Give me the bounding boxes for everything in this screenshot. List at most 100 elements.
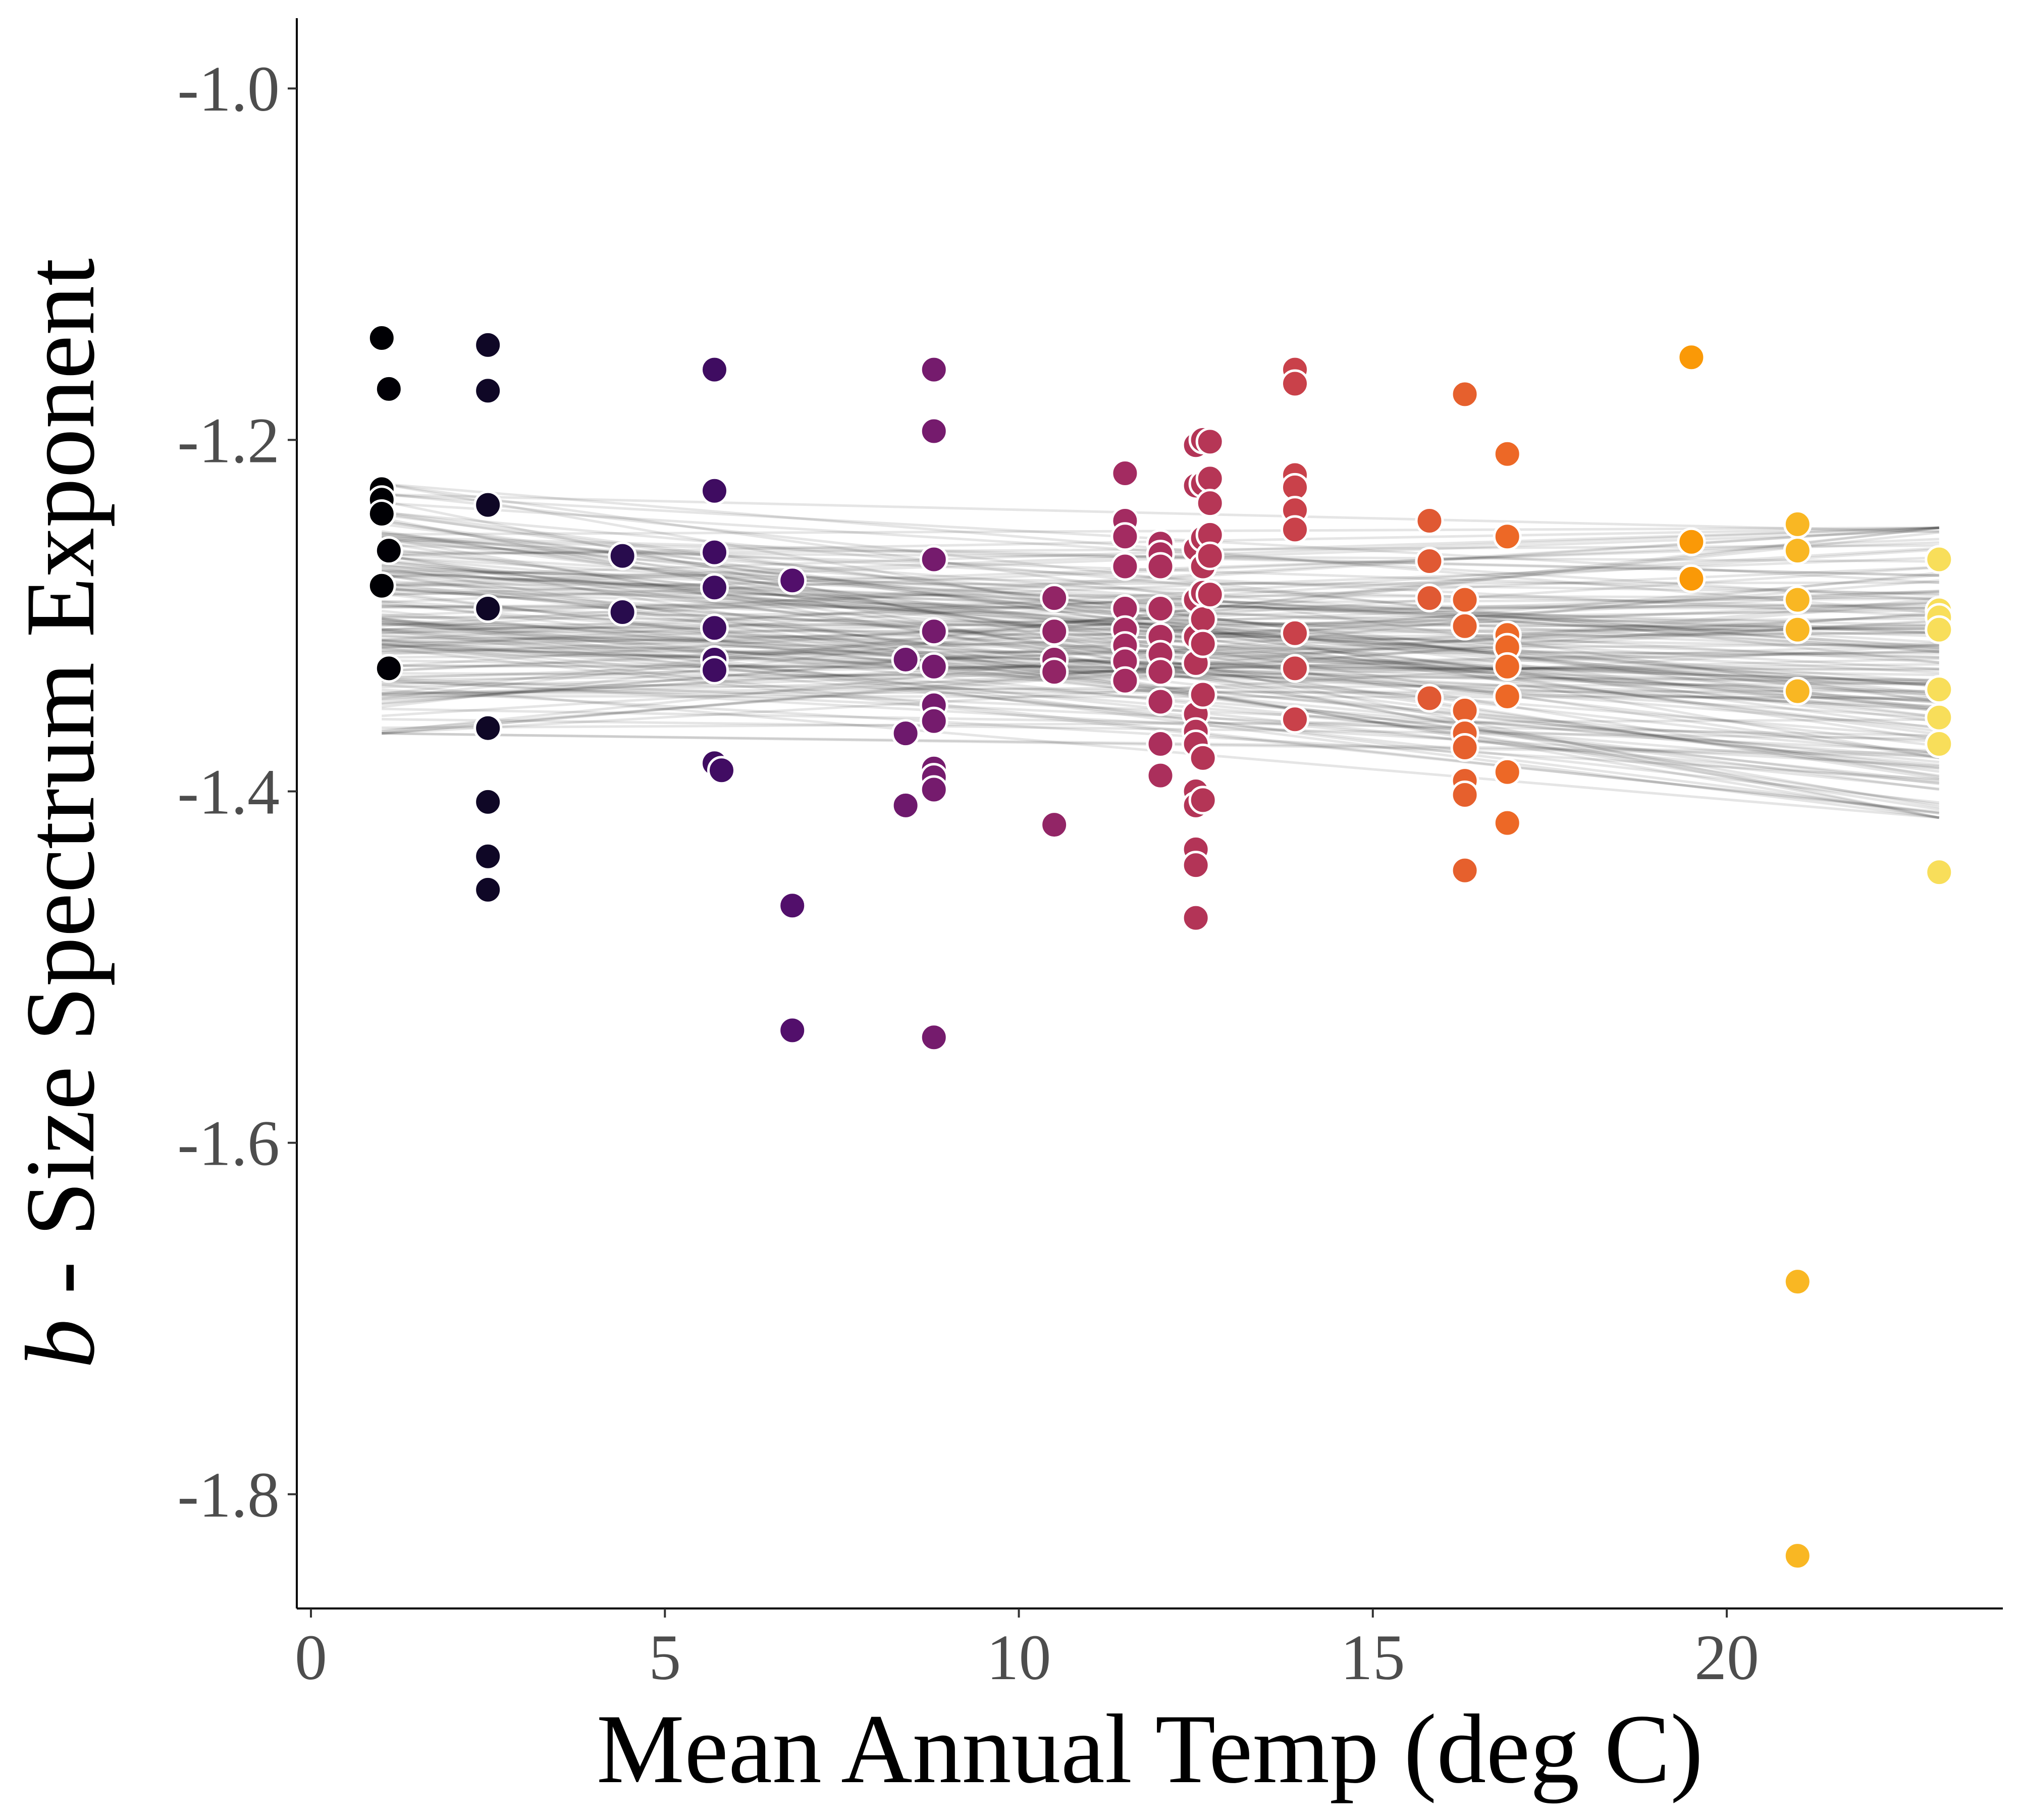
data-point — [1415, 506, 1444, 535]
data-point — [374, 374, 403, 403]
data-point — [1110, 552, 1140, 581]
axes — [296, 18, 2003, 1609]
y-tick-label: -1.0 — [177, 53, 280, 125]
data-point — [778, 1016, 807, 1045]
data-point — [374, 536, 403, 565]
trend-line — [382, 642, 1940, 814]
data-point — [1110, 458, 1140, 488]
trend-line — [382, 534, 1939, 649]
data-point — [1195, 541, 1225, 570]
data-point — [1493, 522, 1522, 551]
x-axis-ticks: 0 5 10 15 20 — [295, 1608, 1759, 1693]
data-point — [473, 594, 503, 623]
data-point — [919, 1023, 948, 1052]
trend-line — [382, 511, 1939, 653]
y-tick-label: -1.8 — [177, 1459, 280, 1531]
data-point — [1040, 810, 1069, 840]
data-point — [473, 330, 503, 359]
data-point — [1493, 439, 1522, 469]
data-point — [1181, 903, 1210, 932]
data-point — [1195, 489, 1225, 518]
trend-line — [382, 493, 1939, 534]
data-point — [919, 545, 948, 574]
trend-line — [381, 619, 1940, 819]
data-point — [1925, 703, 1954, 732]
trend-line — [381, 482, 1940, 703]
data-point — [919, 706, 948, 736]
data-point — [1146, 761, 1175, 790]
data-point — [891, 719, 920, 748]
data-point — [919, 652, 948, 681]
data-point — [1040, 657, 1069, 687]
data-point — [700, 538, 729, 567]
data-point — [919, 355, 948, 384]
data-point — [1783, 536, 1812, 565]
data-point — [1450, 733, 1479, 762]
data-points — [367, 323, 1954, 1571]
data-point — [1146, 657, 1175, 687]
trend-line — [382, 556, 1939, 617]
data-point — [1188, 680, 1217, 709]
trend-line — [382, 609, 1940, 763]
data-point — [778, 891, 807, 920]
data-point — [1450, 585, 1479, 614]
data-point — [1281, 618, 1310, 648]
data-point — [1450, 856, 1479, 885]
data-point — [1925, 615, 1954, 644]
data-point — [1415, 684, 1444, 713]
data-point — [1925, 730, 1954, 759]
data-point — [1677, 564, 1706, 593]
data-point — [473, 490, 503, 519]
data-point — [700, 355, 729, 384]
trend-line — [382, 629, 1940, 804]
data-point — [1783, 1541, 1812, 1571]
trend-line — [382, 707, 1939, 737]
trend-line — [382, 717, 1939, 740]
data-point — [473, 376, 503, 405]
data-point — [1493, 757, 1522, 787]
data-point — [1040, 617, 1069, 646]
data-point — [1493, 808, 1522, 838]
x-tick-label: 5 — [649, 1622, 681, 1693]
trend-line — [382, 547, 1939, 642]
y-axis-title-text: - Size Spectrum Exponent — [6, 258, 115, 1319]
x-tick-label: 20 — [1694, 1622, 1759, 1693]
data-point — [608, 541, 637, 570]
data-point — [1783, 1267, 1812, 1296]
x-tick-label: 10 — [987, 1622, 1051, 1693]
data-point — [1146, 552, 1175, 581]
data-point — [1493, 652, 1522, 681]
data-point — [1450, 380, 1479, 409]
data-point — [473, 787, 503, 816]
data-point — [1110, 666, 1140, 695]
data-point — [1415, 547, 1444, 576]
data-point — [1110, 522, 1140, 551]
y-axis-title: b - Size Spectrum Exponent — [6, 258, 115, 1368]
data-point — [1450, 780, 1479, 809]
data-point — [1195, 427, 1225, 456]
data-point — [367, 323, 396, 352]
data-point — [1925, 545, 1954, 574]
trend-line — [381, 554, 1940, 819]
data-point — [1925, 675, 1954, 704]
data-point — [473, 842, 503, 871]
data-point — [1188, 786, 1217, 815]
data-point — [919, 775, 948, 804]
data-point — [700, 573, 729, 602]
data-point — [1281, 654, 1310, 683]
data-point — [707, 756, 736, 785]
data-point — [891, 645, 920, 674]
data-point — [1783, 615, 1812, 644]
data-point — [1195, 464, 1225, 493]
data-point — [1181, 851, 1210, 880]
trend-line — [382, 569, 1939, 595]
data-point — [1783, 677, 1812, 706]
data-point — [1188, 743, 1217, 772]
data-point — [778, 566, 807, 595]
data-point — [1195, 580, 1225, 609]
y-tick-label: -1.4 — [177, 756, 280, 827]
data-point — [1281, 369, 1310, 398]
x-axis-title: Mean Annual Temp (deg C) — [597, 1694, 1704, 1804]
data-point — [473, 713, 503, 743]
